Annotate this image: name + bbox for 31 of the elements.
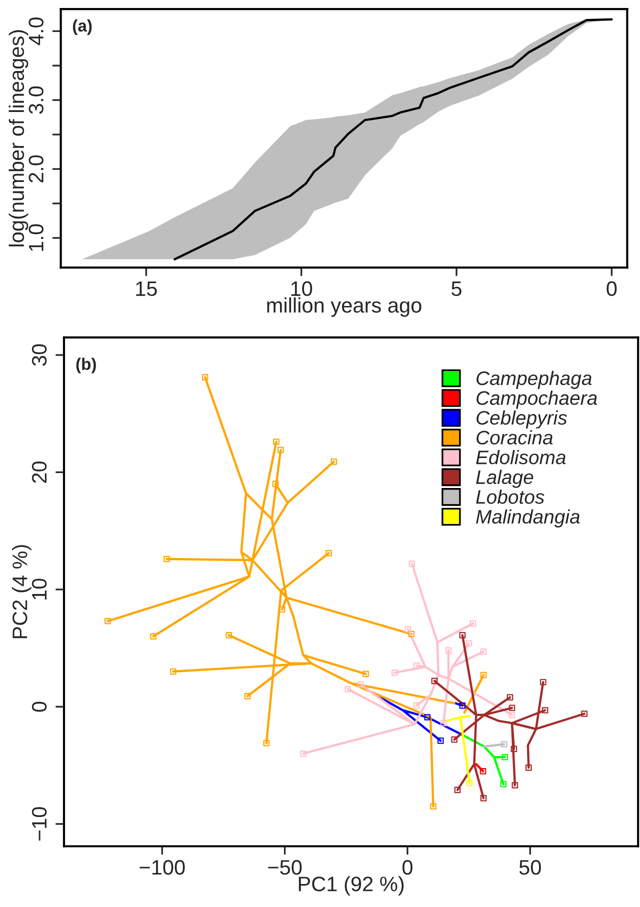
annotation: (a) — [72, 19, 92, 35]
y-tick-label: 10 — [32, 578, 47, 600]
legend-label: Coracina — [476, 430, 553, 444]
x-tick-label: −100 — [140, 860, 185, 875]
x-axis-title: million years ago — [267, 297, 422, 317]
y-axis-title: PC2 (4 %) — [12, 545, 32, 638]
x-tick-label: 0 — [402, 860, 412, 875]
x-tick-label: −50 — [268, 860, 302, 875]
x-tick-label: 10 — [291, 281, 312, 296]
y-axis-title: log(number of lineages) — [8, 30, 28, 246]
y-tick-label: 0 — [32, 702, 47, 712]
legend-label: Lobotos — [476, 490, 544, 504]
legend-label: Edolisoma — [476, 450, 566, 464]
y-tick-label: 1.0 — [28, 224, 44, 251]
legend-label: Ceblepyris — [476, 410, 567, 429]
y-tick-label: −10 — [32, 807, 47, 841]
x-tick-label: 5 — [452, 282, 462, 296]
x-tick-label: 0 — [606, 281, 617, 296]
y-tick-label: 20 — [32, 461, 47, 483]
y-tick-label: 30 — [32, 344, 47, 366]
x-axis-title: PC1 (92 %) — [298, 876, 404, 896]
y-tick-label: 3.0 — [28, 86, 44, 114]
legend-label: Campephaga — [476, 370, 592, 389]
y-tick-label: 2.0 — [28, 155, 44, 182]
legend-label: Campochaera — [476, 390, 597, 409]
y-tick-label: 4.0 — [28, 17, 44, 46]
x-tick-label: 15 — [136, 282, 157, 296]
x-tick-label: 50 — [519, 860, 541, 875]
annotation: (b) — [76, 358, 96, 374]
legend-label: Malindangia — [476, 509, 580, 528]
legend-label: Lalage — [476, 470, 534, 488]
